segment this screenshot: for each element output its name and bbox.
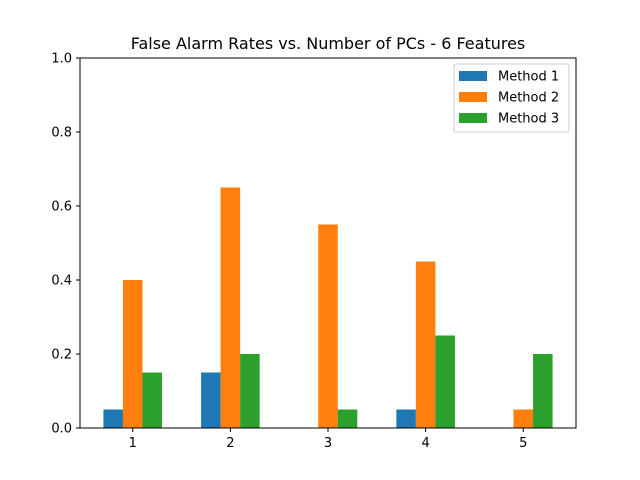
y-tick-label: 0.4 <box>51 274 72 289</box>
bar-method-3-4 <box>435 335 455 428</box>
y-axis: 0.0 0.2 0.4 0.6 0.8 1.0 <box>51 52 80 437</box>
legend-swatch <box>459 113 487 123</box>
y-tick-label: 1.0 <box>51 52 72 67</box>
x-tick-label: 2 <box>226 436 234 451</box>
bar-method-1-2 <box>201 372 221 428</box>
legend-swatch <box>459 71 487 81</box>
y-tick-label: 0.8 <box>51 126 72 141</box>
bar-method-3-5 <box>533 354 553 428</box>
legend-label: Method 2 <box>498 91 559 106</box>
legend-label: Method 1 <box>498 70 559 85</box>
x-tick-label: 4 <box>421 436 429 451</box>
y-tick-label: 0.0 <box>51 422 72 437</box>
x-axis: 1 2 3 4 5 <box>129 428 527 451</box>
legend-label: Method 3 <box>498 112 559 127</box>
bar-method-2-1 <box>122 280 143 428</box>
bar-method-2-5 <box>513 409 534 428</box>
y-tick-label: 0.6 <box>51 200 72 215</box>
x-tick-label: 3 <box>324 436 332 451</box>
x-tick-label: 5 <box>519 436 527 451</box>
legend: Method 1 Method 2 Method 3 <box>453 63 570 133</box>
x-tick-label: 1 <box>129 436 137 451</box>
bar-method-2-3 <box>318 224 338 428</box>
legend-swatch <box>459 92 487 102</box>
bar-method-3-2 <box>240 354 260 428</box>
bar-method-1-4 <box>396 409 416 428</box>
bar-method-2-4 <box>415 261 436 428</box>
chart-title: False Alarm Rates vs. Number of PCs - 6 … <box>131 34 526 53</box>
y-tick-label: 0.2 <box>51 348 72 363</box>
bar-method-2-2 <box>220 187 241 428</box>
bar-method-1-1 <box>103 409 123 428</box>
plot-frame <box>79 57 577 429</box>
bars-group <box>103 187 553 428</box>
bar-method-3-3 <box>337 409 358 428</box>
bar-method-3-1 <box>142 372 163 428</box>
